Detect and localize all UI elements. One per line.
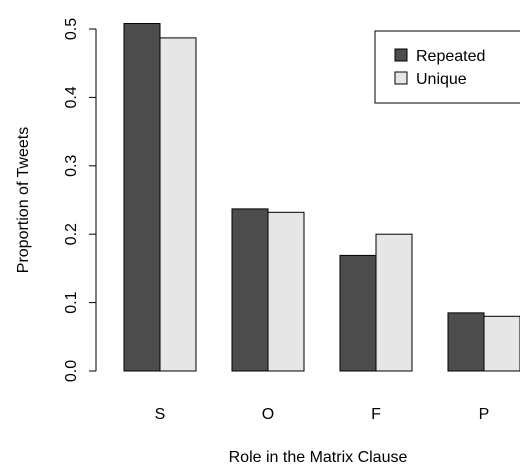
legend: Repeated Unique	[374, 30, 520, 104]
category-label: O	[262, 406, 274, 423]
bar-unique-o	[267, 211, 305, 372]
bar-unique-f	[375, 233, 413, 372]
x-axis-title: Role in the Matrix Clause	[229, 449, 408, 466]
category-label: F	[371, 406, 381, 423]
legend-label-unique: Unique	[416, 71, 467, 88]
legend-swatch-unique	[394, 71, 408, 85]
bar-unique-p	[483, 315, 520, 372]
bar-repeated-f	[339, 254, 377, 372]
bars	[123, 23, 520, 372]
bar-unique-s	[159, 37, 197, 372]
y-tick-label: 0.3	[63, 155, 80, 177]
y-tick-label: 0.5	[63, 18, 80, 40]
y-tick-label: 0.2	[63, 223, 80, 245]
y-axis: 0.0 0.1 0.2 0.3 0.4 0.5	[63, 18, 97, 382]
bar-repeated-p	[447, 312, 485, 372]
bar-repeated-o	[231, 208, 269, 372]
y-tick-label: 0.4	[63, 86, 80, 108]
category-label: P	[479, 406, 490, 423]
legend-box	[374, 30, 520, 104]
legend-swatch-repeated	[394, 48, 408, 62]
y-tick-label: 0.1	[63, 291, 80, 313]
y-axis-title: Proportion of Tweets	[15, 127, 32, 273]
category-label: S	[155, 406, 166, 423]
bar-repeated-s	[123, 23, 161, 372]
legend-label-repeated: Repeated	[416, 48, 485, 65]
y-tick-label: 0.0	[63, 360, 80, 382]
